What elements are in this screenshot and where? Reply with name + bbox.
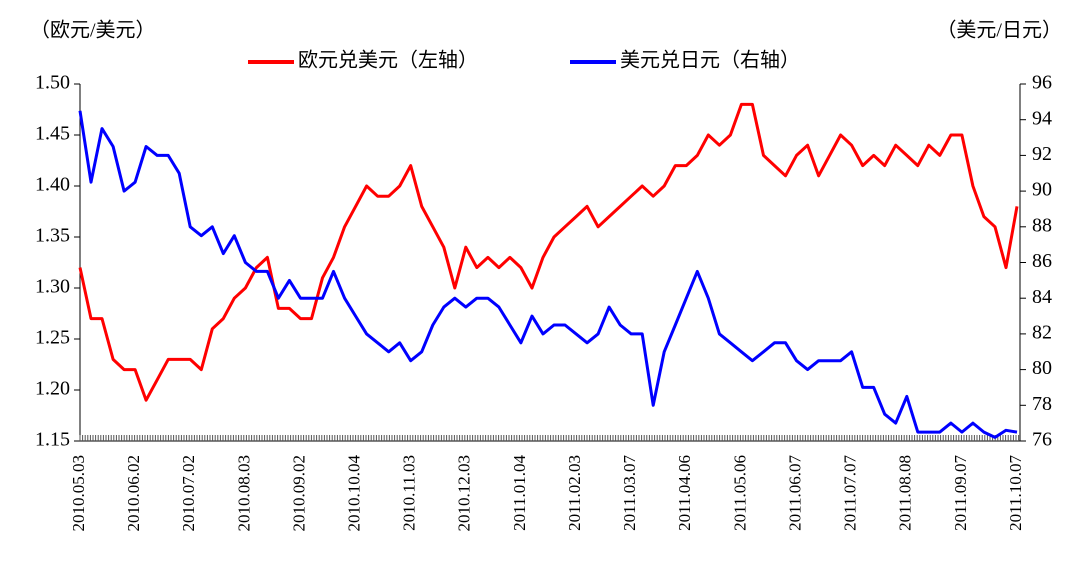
y2-tick-label: 94 [1032, 107, 1052, 129]
x-tick-label: 2011.06.07 [785, 455, 804, 531]
legend-label: 美元兑日元（右轴） [620, 49, 800, 72]
y2-tick-label: 88 [1032, 214, 1052, 236]
x-tick-label: 2011.07.07 [841, 455, 860, 531]
x-tick-label: 2011.03.07 [620, 455, 639, 531]
y2-tick-label: 92 [1032, 143, 1052, 165]
x-tick-label: 2010.06.02 [124, 455, 143, 532]
y-tick-label: 1.45 [35, 123, 70, 145]
y2-tick-label: 86 [1032, 250, 1052, 272]
x-tick-label: 2011.08.08 [896, 455, 915, 531]
x-tick-label: 2011.10.07 [1006, 455, 1025, 531]
x-tick-label: 2010.08.03 [234, 455, 253, 532]
y2-tick-label: 90 [1032, 179, 1052, 201]
y-tick-label: 1.15 [35, 429, 70, 451]
y2-tick-label: 80 [1032, 357, 1052, 379]
series-line [78, 102, 1019, 402]
y2-tick-label: 82 [1032, 321, 1052, 343]
x-tick-label: 2010.11.03 [400, 455, 419, 531]
y2-axis-title: （美元/日元） [936, 19, 1062, 42]
x-tick-label: 2010.10.04 [344, 455, 363, 532]
y-tick-label: 1.40 [35, 174, 70, 196]
x-tick-label: 2010.07.02 [179, 455, 198, 532]
y2-tick-label: 78 [1032, 393, 1052, 415]
y-tick-label: 1.50 [35, 72, 70, 94]
y-tick-label: 1.25 [35, 327, 70, 349]
y-tick-label: 1.30 [35, 276, 70, 298]
x-tick-label: 2011.09.07 [951, 455, 970, 531]
x-tick-label: 2011.01.04 [510, 455, 529, 531]
y2-tick-label: 76 [1032, 429, 1052, 451]
legend-label: 欧元兑美元（左轴） [298, 49, 478, 72]
x-tick-label: 2010.09.02 [289, 455, 308, 532]
y2-tick-label: 96 [1032, 72, 1052, 94]
series-line [78, 110, 1018, 439]
y2-tick-label: 84 [1032, 286, 1052, 308]
x-tick-label: 2011.02.03 [565, 455, 584, 531]
x-tick-label: 2010.05.03 [69, 455, 88, 532]
x-tick-label: 2010.12.03 [455, 455, 474, 532]
x-tick-label: 2011.05.06 [730, 455, 749, 531]
y-tick-label: 1.35 [35, 225, 70, 247]
x-tick-label: 2011.04.06 [675, 455, 694, 531]
y-tick-label: 1.20 [35, 378, 70, 400]
y-axis-title: （欧元/美元） [30, 19, 156, 42]
